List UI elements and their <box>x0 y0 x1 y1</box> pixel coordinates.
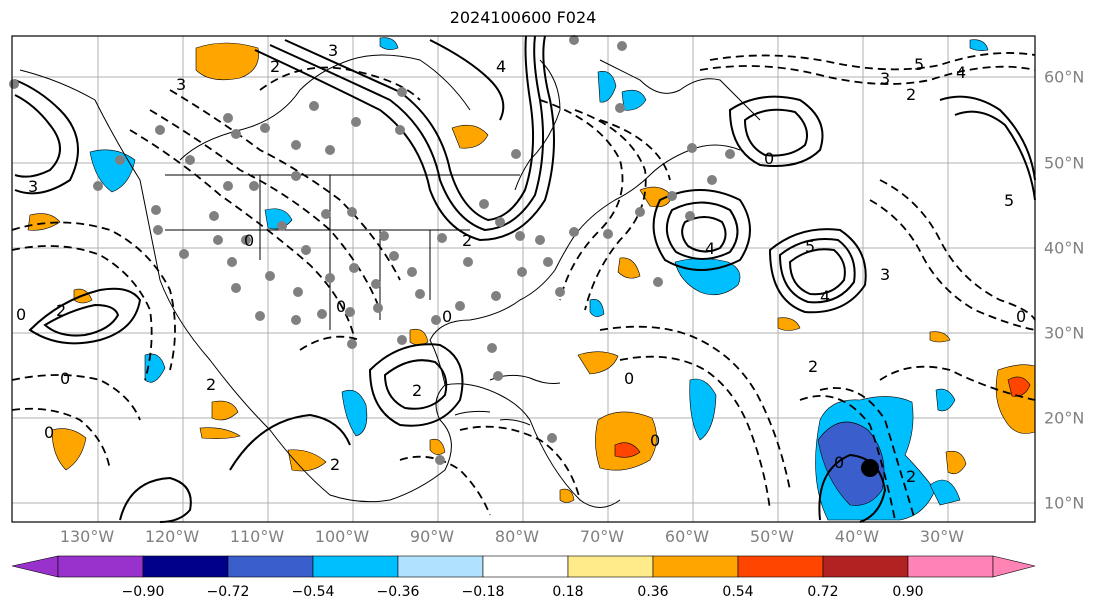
contour-label: 2 <box>906 467 916 486</box>
colorbar-tick-label: 0.18 <box>552 584 584 600</box>
colorbar-tick-label: 0.90 <box>892 584 924 600</box>
storm-center-marker <box>861 459 879 477</box>
longitude-label: 40°W <box>834 527 880 546</box>
colorbar-bin <box>142 555 229 578</box>
longitude-label: 100°W <box>314 527 370 546</box>
longitude-label: 90°W <box>409 527 455 546</box>
colorbar-bin <box>907 555 994 578</box>
solid-contours <box>14 35 1036 523</box>
contour-label: 0 <box>650 431 660 450</box>
colorbar-tick-label: 0.72 <box>807 584 839 600</box>
latitude-label: 10°N <box>1044 493 1085 513</box>
longitude-label: 80°W <box>494 527 540 546</box>
contour-label: 0 <box>60 369 70 388</box>
contour-label: 4 <box>496 57 506 76</box>
contour-label: 0 <box>44 423 54 442</box>
contour-label: 3 <box>880 69 890 88</box>
graticule <box>12 36 1035 522</box>
contour-labels: 0 2 0 3 2 3 0 0 2 0 0 4 5 4 3 2 3 2 5 4 … <box>16 41 1026 486</box>
colorbar-tick-label: −0.72 <box>206 584 250 600</box>
contour-label: 5 <box>805 237 815 256</box>
contour-label: 3 <box>176 75 186 94</box>
latitude-label: 30°N <box>1044 323 1085 343</box>
latitude-label: 20°N <box>1044 408 1085 428</box>
station-markers <box>9 35 735 465</box>
colorbar-bin <box>652 555 739 578</box>
colorbar-min-extend <box>11 555 59 578</box>
latitude-label: 50°N <box>1044 153 1085 173</box>
contour-label: 2 <box>330 455 340 474</box>
contour-label: 0 <box>442 307 452 326</box>
longitude-label: 130°W <box>59 527 115 546</box>
contour-label: 2 <box>206 375 216 394</box>
longitude-label: 120°W <box>144 527 200 546</box>
colorbar-tick-label: −0.54 <box>291 584 335 600</box>
contour-label: 3 <box>880 265 890 284</box>
contour-label: 3 <box>328 41 338 60</box>
contour-label: 2 <box>808 357 818 376</box>
longitude-label: 50°W <box>749 527 795 546</box>
colorbar-bin <box>312 555 399 578</box>
colorbar-bin <box>567 555 654 578</box>
contour-label: 2 <box>906 85 916 104</box>
colorbar-bin <box>397 555 484 578</box>
contour-label: 0 <box>244 231 254 250</box>
colorbar <box>11 555 1036 578</box>
contour-label: 0 <box>624 369 634 388</box>
contour-label: 0 <box>764 149 774 168</box>
colorbar-tick-label: −0.36 <box>376 584 420 600</box>
dashed-contours <box>11 52 1036 521</box>
contour-label: 2 <box>56 301 66 320</box>
colorbar-bin <box>737 555 824 578</box>
contour-label: 0 <box>16 305 26 324</box>
contour-label: 4 <box>820 287 830 306</box>
contour-label: 5 <box>1004 191 1014 210</box>
colorbar-tick-label: −0.18 <box>461 584 505 600</box>
contour-label: 0 <box>834 453 844 472</box>
contour-label: 0 <box>336 297 346 316</box>
contour-label: 2 <box>270 57 280 76</box>
contour-label: 2 <box>412 381 422 400</box>
colorbar-tick-label: 0.36 <box>637 584 669 600</box>
contour-label: 5 <box>914 55 924 74</box>
longitude-label: 110°W <box>229 527 285 546</box>
longitude-label: 60°W <box>664 527 710 546</box>
contour-label: 4 <box>956 63 966 82</box>
contour-label: 4 <box>705 239 715 258</box>
colorbar-bin <box>227 555 314 578</box>
colorbar-tick-label: −0.90 <box>121 584 165 600</box>
colorbar-bin <box>482 555 569 578</box>
map-title: 2024100600 F024 <box>449 8 597 27</box>
contour-label: 0 <box>1016 307 1026 326</box>
colorbar-bin <box>822 555 909 578</box>
map-frame <box>11 35 1036 523</box>
colorbar-max-extend <box>992 555 1036 578</box>
contour-label: 3 <box>28 177 38 196</box>
latitude-label: 60°N <box>1044 67 1085 87</box>
longitude-label: 30°W <box>919 527 965 546</box>
longitude-label: 70°W <box>579 527 625 546</box>
colorbar-tick-label: 0.54 <box>722 584 754 600</box>
contour-label: 2 <box>462 231 472 250</box>
latitude-label: 40°N <box>1044 238 1085 258</box>
colorbar-bin <box>57 555 144 578</box>
